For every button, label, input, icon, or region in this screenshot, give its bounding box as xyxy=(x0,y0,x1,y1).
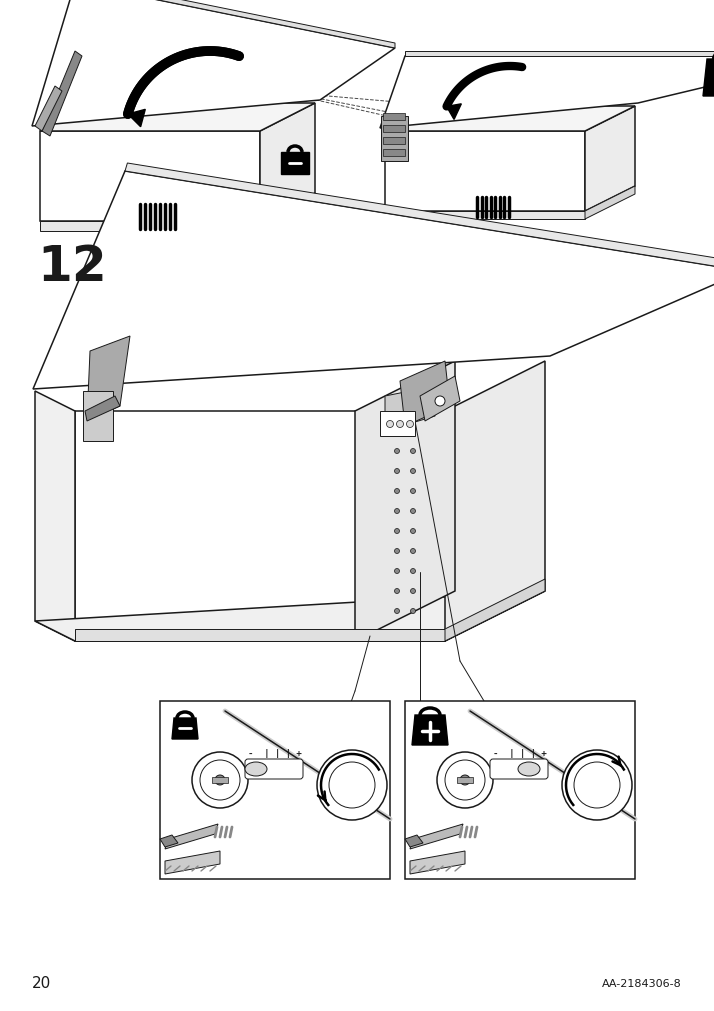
Circle shape xyxy=(435,396,445,406)
Polygon shape xyxy=(75,411,445,641)
Polygon shape xyxy=(703,60,714,97)
Polygon shape xyxy=(35,591,545,641)
Polygon shape xyxy=(260,194,315,232)
Circle shape xyxy=(562,750,632,820)
Text: AA-2184306-8: AA-2184306-8 xyxy=(602,978,682,988)
Bar xyxy=(160,702,390,880)
Polygon shape xyxy=(165,824,218,849)
Ellipse shape xyxy=(245,762,267,776)
Polygon shape xyxy=(380,57,714,128)
Polygon shape xyxy=(83,391,113,442)
Polygon shape xyxy=(412,716,448,745)
Polygon shape xyxy=(405,835,423,847)
Circle shape xyxy=(411,489,416,494)
Polygon shape xyxy=(75,0,395,49)
Circle shape xyxy=(411,589,416,593)
Text: -  | | | +: - | | | + xyxy=(493,749,547,758)
Polygon shape xyxy=(160,835,178,847)
FancyBboxPatch shape xyxy=(490,759,548,779)
Polygon shape xyxy=(35,87,62,131)
Circle shape xyxy=(411,529,416,534)
FancyBboxPatch shape xyxy=(245,759,303,779)
Circle shape xyxy=(445,760,485,801)
Polygon shape xyxy=(212,777,228,784)
Circle shape xyxy=(395,529,400,534)
Polygon shape xyxy=(410,824,463,849)
Text: 20: 20 xyxy=(32,976,51,991)
Polygon shape xyxy=(383,137,405,145)
Polygon shape xyxy=(40,104,315,131)
Polygon shape xyxy=(445,579,545,641)
Circle shape xyxy=(396,422,403,428)
Polygon shape xyxy=(383,114,405,121)
Polygon shape xyxy=(400,362,450,427)
Polygon shape xyxy=(40,131,260,221)
Polygon shape xyxy=(446,105,461,120)
Polygon shape xyxy=(385,211,585,219)
Bar xyxy=(405,702,635,880)
Polygon shape xyxy=(32,0,395,126)
Circle shape xyxy=(317,750,387,820)
Polygon shape xyxy=(40,221,260,232)
Circle shape xyxy=(411,569,416,574)
Circle shape xyxy=(411,609,416,614)
Circle shape xyxy=(395,609,400,614)
Polygon shape xyxy=(385,107,635,131)
Circle shape xyxy=(460,775,470,786)
Polygon shape xyxy=(585,107,635,211)
Circle shape xyxy=(411,549,416,554)
Ellipse shape xyxy=(518,762,540,776)
Polygon shape xyxy=(585,187,635,219)
Polygon shape xyxy=(445,362,545,641)
Polygon shape xyxy=(87,337,130,422)
Polygon shape xyxy=(380,411,415,437)
Polygon shape xyxy=(75,630,445,641)
Circle shape xyxy=(411,469,416,474)
Text: -  | | | +: - | | | + xyxy=(248,749,302,758)
Circle shape xyxy=(200,760,240,801)
Circle shape xyxy=(406,422,413,428)
Circle shape xyxy=(395,489,400,494)
Circle shape xyxy=(192,752,248,808)
Polygon shape xyxy=(165,851,220,875)
Polygon shape xyxy=(385,131,585,211)
Circle shape xyxy=(395,589,400,593)
Circle shape xyxy=(329,762,375,808)
Polygon shape xyxy=(125,164,714,272)
Circle shape xyxy=(411,449,416,454)
Polygon shape xyxy=(42,52,82,136)
Polygon shape xyxy=(420,377,460,422)
Circle shape xyxy=(395,469,400,474)
Polygon shape xyxy=(457,777,473,784)
Circle shape xyxy=(395,569,400,574)
Circle shape xyxy=(386,422,393,428)
Polygon shape xyxy=(410,851,465,875)
Polygon shape xyxy=(85,396,120,422)
Polygon shape xyxy=(128,110,145,127)
Polygon shape xyxy=(35,391,75,641)
Polygon shape xyxy=(355,362,455,641)
Polygon shape xyxy=(383,150,405,157)
Circle shape xyxy=(437,752,493,808)
Text: 12: 12 xyxy=(37,243,107,291)
Circle shape xyxy=(395,449,400,454)
Polygon shape xyxy=(33,172,714,389)
Polygon shape xyxy=(405,52,714,57)
Polygon shape xyxy=(281,153,309,175)
Circle shape xyxy=(395,549,400,554)
Circle shape xyxy=(574,762,620,808)
Circle shape xyxy=(395,509,400,514)
Polygon shape xyxy=(172,718,198,739)
Polygon shape xyxy=(381,117,408,162)
Polygon shape xyxy=(383,126,405,132)
Polygon shape xyxy=(385,386,435,432)
Polygon shape xyxy=(260,104,315,221)
Circle shape xyxy=(411,509,416,514)
Circle shape xyxy=(215,775,225,786)
